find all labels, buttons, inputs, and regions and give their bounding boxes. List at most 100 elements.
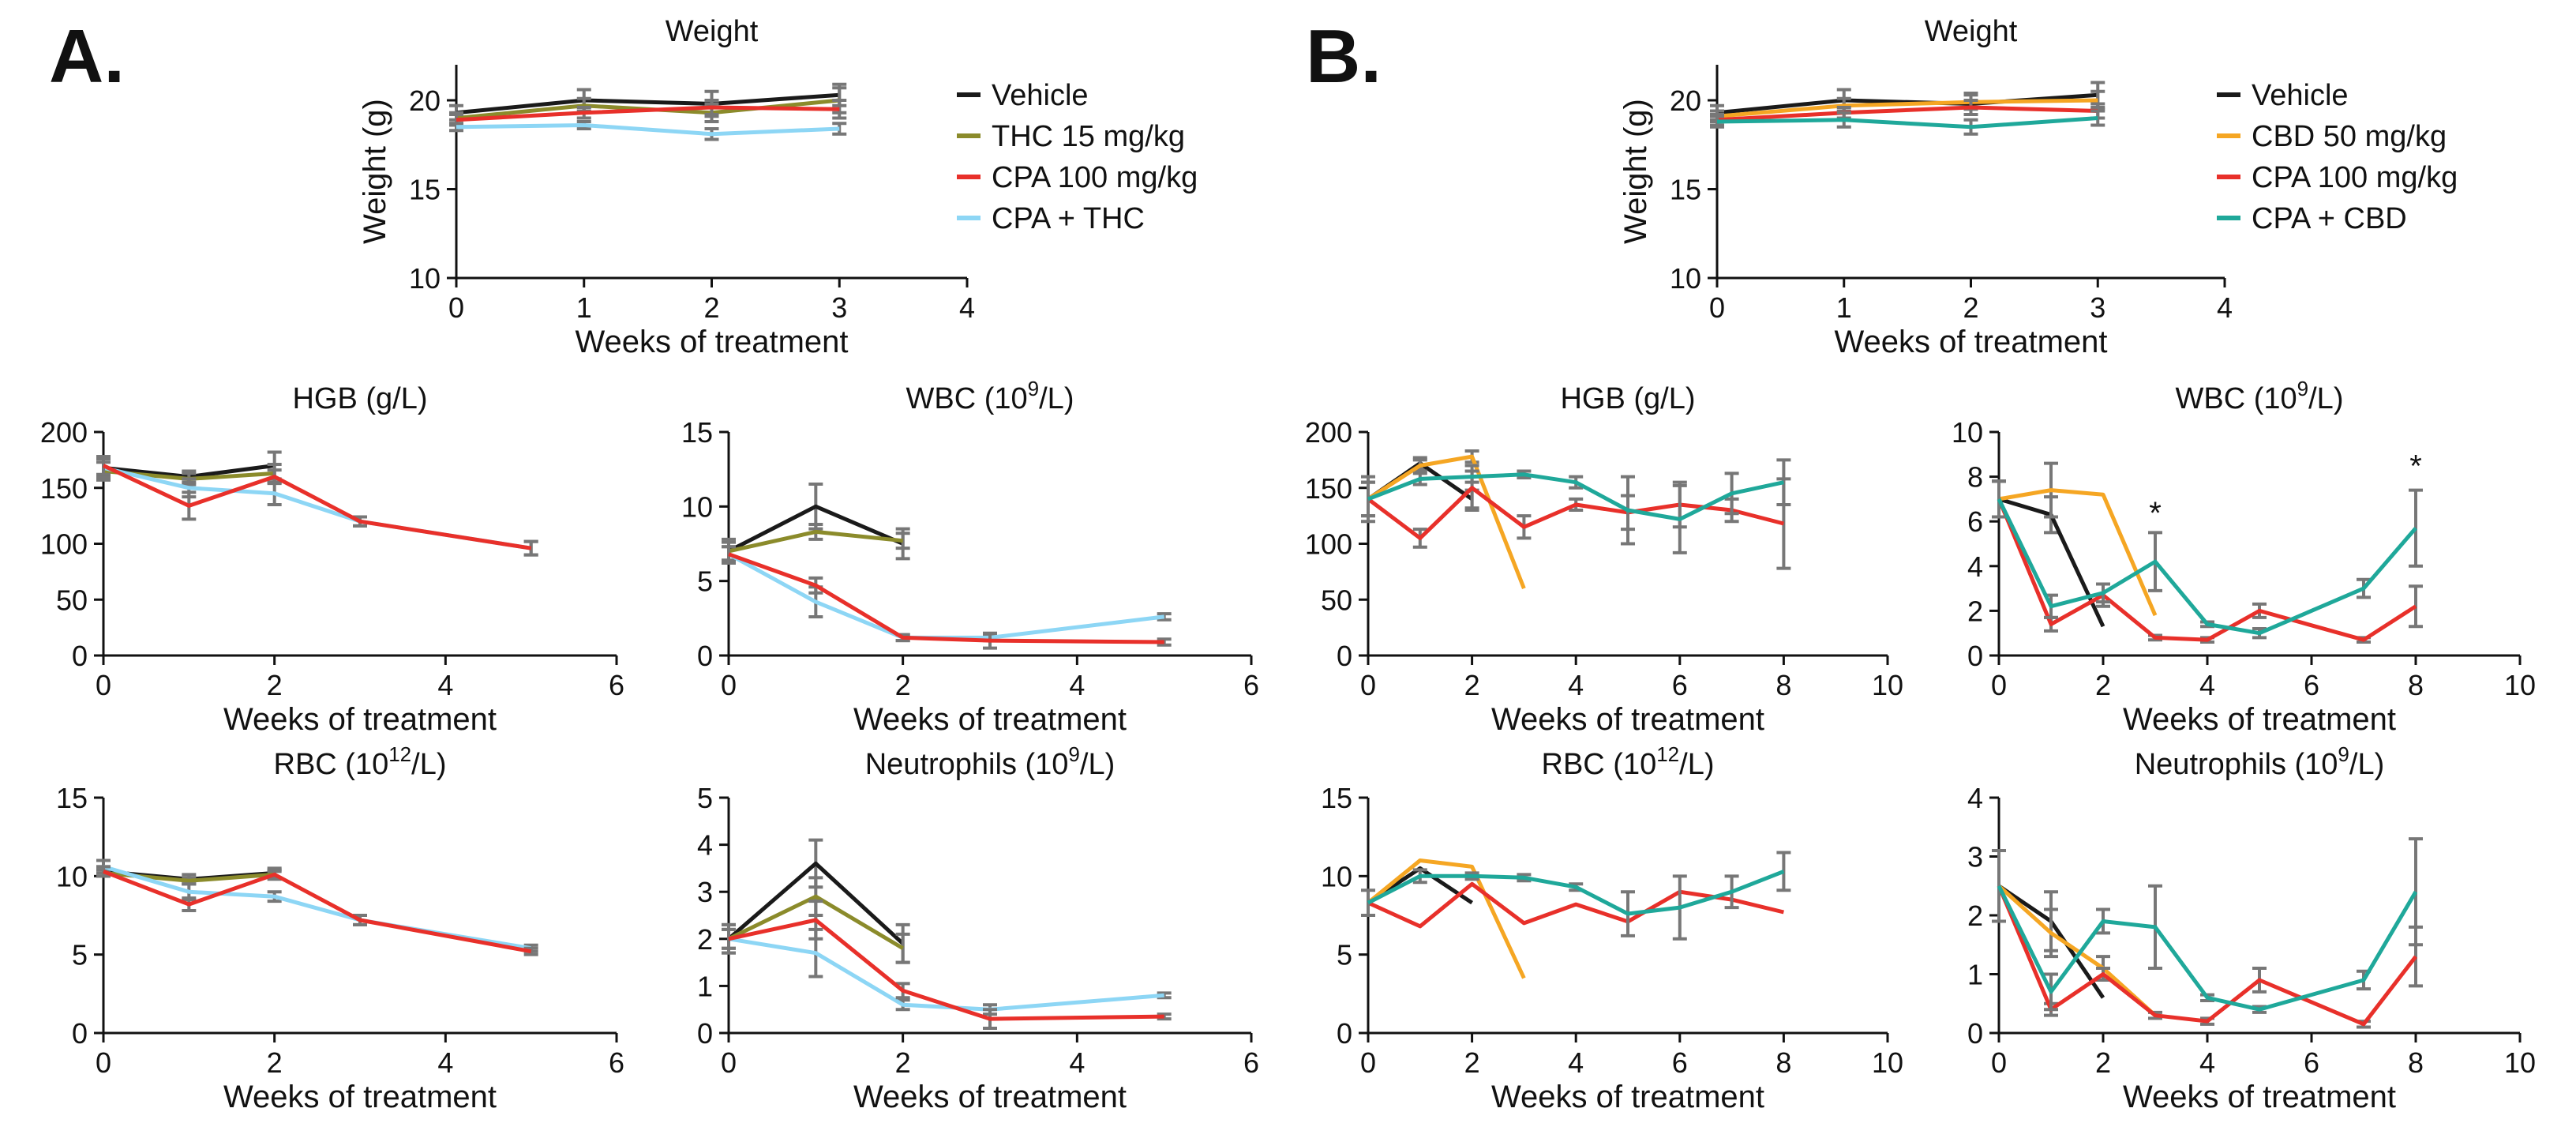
significance-marker: *	[2409, 449, 2422, 483]
y-tick-label: 0	[1967, 640, 1983, 672]
x-tick-label: 2	[1464, 1046, 1480, 1079]
legend-label: Vehicle	[2252, 79, 2349, 112]
chart-title: HGB (g/L)	[1560, 382, 1695, 415]
chart-title: Neutrophils (109/L)	[865, 742, 1116, 781]
y-tick-label: 200	[40, 416, 88, 449]
series-line	[102, 464, 532, 550]
series-line	[1997, 885, 2418, 1012]
series-cpa-cbd	[1710, 109, 2105, 136]
x-tick-label: 6	[609, 1046, 624, 1079]
legend-label: CPA 100 mg/kg	[2252, 161, 2458, 194]
chart-a-wbc: 0 5 10 15 0 2 4 6 WBC (109/L) Weeks of treatment	[681, 377, 1259, 737]
y-tick-label: 4	[697, 829, 713, 862]
legend-label: CPA + CBD	[2252, 202, 2407, 235]
y-tick-label: 15	[1321, 782, 1352, 814]
x-tick-label: 6	[1672, 669, 1688, 701]
x-tick-label: 0	[1360, 1046, 1376, 1079]
series-cpa-cbd	[1992, 837, 2423, 1014]
series-cpa-thc	[449, 120, 847, 141]
x-tick-label: 4	[1069, 669, 1085, 701]
x-tick-label: 4	[437, 1046, 453, 1079]
x-tick-label: 6	[609, 669, 624, 701]
y-tick-label: 100	[40, 528, 88, 561]
legend-label: CPA 100 mg/kg	[992, 161, 1198, 194]
y-tick-label: 0	[72, 640, 88, 672]
x-tick-label: 6	[1243, 669, 1259, 701]
series-cbd-50-mg-kg	[1992, 849, 2157, 1017]
series-cpa-thc	[722, 545, 1172, 643]
series-line	[1997, 885, 2417, 1027]
x-axis-label: Weeks of treatment	[223, 1080, 497, 1114]
chart-title-main: WBC (10	[2176, 382, 2297, 415]
x-tick-label: 4	[1568, 1046, 1584, 1079]
chart-title: WBC (109/L)	[906, 377, 1074, 415]
y-tick-label: 15	[56, 782, 88, 814]
series-cpa-cbd	[1992, 479, 2423, 640]
chart-title-main: RBC (10	[274, 748, 389, 781]
y-tick-label: 4	[1967, 550, 1983, 583]
y-tick-label: 10	[1321, 860, 1352, 892]
series-line	[1367, 454, 1526, 590]
significance-marker: *	[2149, 496, 2162, 531]
chart-title-superscript: 12	[1656, 742, 1679, 766]
y-tick-label: 10	[409, 262, 441, 295]
y-tick-label: 15	[681, 416, 713, 449]
x-tick-label: 4	[2217, 291, 2233, 324]
legend-label: CBD 50 mg/kg	[2252, 120, 2447, 153]
chart-title: Weight	[1925, 15, 2018, 48]
chart-title-end: /L)	[1039, 382, 1074, 415]
x-tick-label: 2	[895, 669, 911, 701]
legend-label: CPA + THC	[992, 202, 1145, 235]
panel-letter-a: A.	[49, 14, 125, 99]
series-line	[456, 105, 840, 122]
x-tick-label: 0	[1991, 669, 2007, 701]
series-line	[727, 894, 904, 950]
series-line	[1367, 870, 1785, 916]
series-line	[1716, 98, 2098, 118]
x-tick-label: 4	[437, 669, 453, 701]
chart-title-superscript: 9	[2297, 377, 2308, 400]
chart-title-main: Neutrophils (10	[2135, 748, 2338, 781]
chart-title-end: /L)	[1679, 748, 1714, 781]
chart-title: WBC (109/L)	[2176, 377, 2344, 415]
chart-b-weight: 10 15 20 0 1 2 3 4 Weight Weeks of treatment Weigh…	[1618, 15, 2233, 359]
series-cpa-thc	[96, 858, 538, 953]
y-tick-label: 10	[681, 490, 713, 523]
chart-a-weight: 10 15 20 0 1 2 3 4 Weight Weeks of treatment Weigh…	[358, 15, 975, 359]
x-axis-label: Weeks of treatment	[853, 1080, 1127, 1114]
x-tick-label: 6	[2304, 1046, 2319, 1079]
chart-title: Neutrophils (109/L)	[2135, 742, 2385, 781]
x-tick-label: 0	[721, 669, 737, 701]
y-tick-label: 10	[56, 860, 88, 892]
y-tick-label: 5	[697, 782, 713, 814]
series-cbd-50-mg-kg	[1361, 449, 1526, 590]
y-tick-label: 200	[1305, 416, 1352, 449]
y-tick-label: 0	[697, 640, 713, 672]
x-tick-label: 10	[1872, 1046, 1903, 1079]
x-tick-label: 0	[1709, 291, 1725, 324]
x-tick-label: 6	[1243, 1046, 1259, 1079]
x-tick-label: 10	[2504, 669, 2536, 701]
y-tick-label: 3	[697, 876, 713, 908]
chart-a-rbc: 0 5 10 15 0 2 4 6 RBC (1012/L) Weeks of treatment	[56, 742, 624, 1114]
x-tick-label: 2	[2095, 1046, 2111, 1079]
y-tick-label: 10	[1670, 262, 1701, 295]
y-tick-label: 20	[409, 85, 441, 117]
series-line	[728, 552, 1164, 644]
y-axis-label: Weight (g)	[358, 99, 392, 244]
chart-b-rbc: 0 5 10 15 0 2 4 6 8 10 RBC (1012/L) Weeks of treatm…	[1321, 742, 1903, 1114]
chart-title-main: Neutrophils (10	[865, 748, 1069, 781]
x-tick-label: 1	[1836, 291, 1852, 324]
series-cpa-100-mg-kg	[96, 865, 538, 956]
x-tick-label: 4	[2199, 669, 2215, 701]
x-tick-label: 3	[2090, 291, 2105, 324]
y-tick-label: 8	[1967, 461, 1983, 494]
y-tick-label: 50	[56, 584, 88, 616]
series-cpa-cbd	[1361, 458, 1791, 554]
chart-title-end: /L)	[1080, 748, 1115, 781]
chart-title-superscript: 9	[1028, 377, 1039, 400]
chart-title-superscript: 9	[2338, 742, 2349, 766]
chart-a-hgb: 0 50 100 150 200 0 2 4 6 HGB (g/L) Weeks of treatm…	[40, 382, 624, 737]
series-cpa-100-mg-kg	[722, 900, 1172, 1031]
y-tick-label: 15	[1670, 174, 1701, 206]
